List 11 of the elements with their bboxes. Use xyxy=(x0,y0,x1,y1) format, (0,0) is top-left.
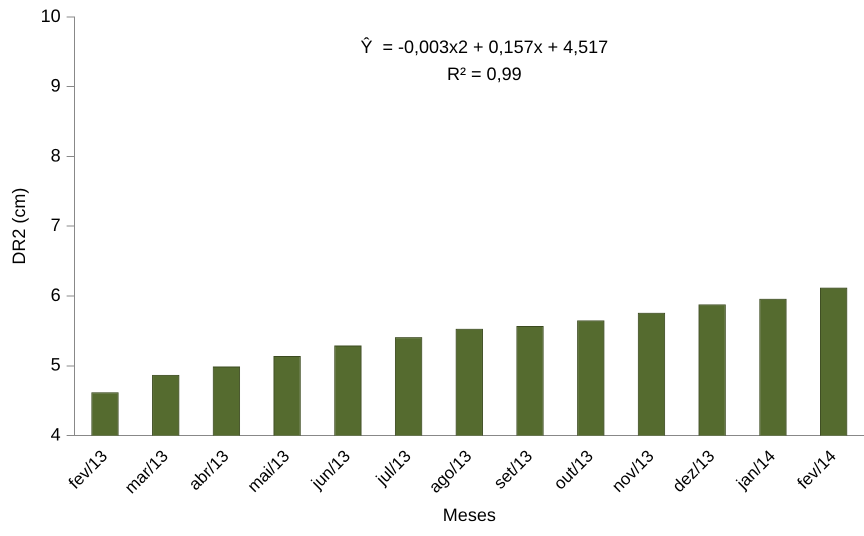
x-axis-title: Meses xyxy=(442,505,496,526)
y-axis-title: DR2 (cm) xyxy=(8,188,29,265)
y-tick-label: 6 xyxy=(50,284,61,305)
y-tick-label: 8 xyxy=(50,145,61,166)
y-tick-label: 10 xyxy=(40,6,61,26)
y-tick-label: 7 xyxy=(50,215,61,236)
annotation: R² = 0,99 xyxy=(447,64,522,84)
y-tick-label: 9 xyxy=(50,76,61,96)
y-tick-label: 5 xyxy=(50,354,61,375)
annotation: Ŷ = -0,003x2 + 0,157x + 4,517 xyxy=(360,36,608,57)
y-tick-label: 4 xyxy=(50,424,61,445)
